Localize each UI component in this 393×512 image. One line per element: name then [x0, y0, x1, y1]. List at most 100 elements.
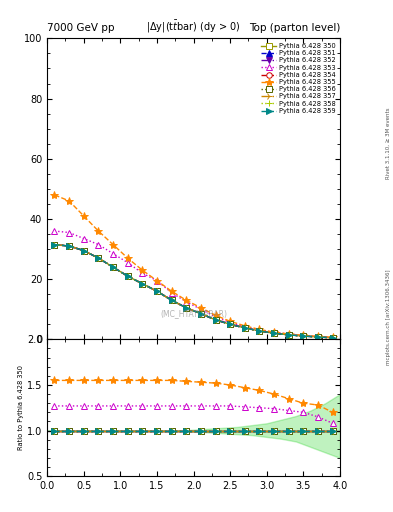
- Pythia 6.428 353: [286, 331, 291, 337]
- Pythia 6.428 359: [301, 333, 306, 339]
- Pythia 6.428 353: [213, 314, 218, 320]
- Pythia 6.428 354: [96, 255, 101, 261]
- Pythia 6.428 359: [169, 297, 174, 303]
- Pythia 6.428 355: [81, 213, 86, 219]
- Legend: Pythia 6.428 350, Pythia 6.428 351, Pythia 6.428 352, Pythia 6.428 353, Pythia 6: Pythia 6.428 350, Pythia 6.428 351, Pyth…: [260, 42, 337, 115]
- Pythia 6.428 354: [228, 321, 233, 327]
- Pythia 6.428 350: [301, 333, 306, 339]
- Pythia 6.428 359: [184, 305, 189, 311]
- Pythia 6.428 359: [125, 273, 130, 279]
- Pythia 6.428 354: [140, 281, 145, 287]
- Pythia 6.428 357: [81, 247, 86, 253]
- Pythia 6.428 358: [154, 288, 159, 294]
- Pythia 6.428 350: [67, 243, 72, 249]
- Pythia 6.428 353: [228, 319, 233, 326]
- Pythia 6.428 359: [228, 321, 233, 327]
- Pythia 6.428 352: [67, 243, 72, 249]
- Pythia 6.428 353: [272, 329, 276, 335]
- Pythia 6.428 354: [81, 247, 86, 253]
- Pythia 6.428 352: [257, 328, 262, 334]
- Pythia 6.428 359: [330, 335, 335, 341]
- Pythia 6.428 354: [213, 317, 218, 323]
- Pythia 6.428 358: [316, 334, 320, 340]
- Pythia 6.428 354: [301, 333, 306, 339]
- Pythia 6.428 354: [257, 328, 262, 334]
- Pythia 6.428 357: [257, 328, 262, 334]
- Pythia 6.428 356: [184, 305, 189, 311]
- Pythia 6.428 355: [330, 334, 335, 340]
- Pythia 6.428 350: [140, 281, 145, 287]
- Pythia 6.428 356: [81, 247, 86, 253]
- Pythia 6.428 351: [272, 330, 276, 336]
- Pythia 6.428 351: [301, 333, 306, 339]
- Text: Rivet 3.1.10, ≥ 3M events: Rivet 3.1.10, ≥ 3M events: [386, 108, 391, 179]
- Pythia 6.428 350: [96, 255, 101, 261]
- Text: |$\Delta$y|(t$\bar{t}$bar) (dy > 0): |$\Delta$y|(t$\bar{t}$bar) (dy > 0): [146, 19, 241, 35]
- Pythia 6.428 358: [198, 311, 203, 317]
- Pythia 6.428 351: [52, 242, 57, 248]
- Pythia 6.428 355: [111, 242, 116, 248]
- Pythia 6.428 350: [111, 264, 116, 270]
- Pythia 6.428 356: [242, 325, 247, 331]
- Pythia 6.428 351: [213, 317, 218, 323]
- Pythia 6.428 353: [198, 306, 203, 312]
- Pythia 6.428 350: [272, 330, 276, 336]
- Pythia 6.428 357: [301, 333, 306, 339]
- Pythia 6.428 357: [198, 311, 203, 317]
- Pythia 6.428 350: [213, 317, 218, 323]
- Pythia 6.428 358: [140, 281, 145, 287]
- Pythia 6.428 356: [301, 333, 306, 339]
- Pythia 6.428 352: [154, 288, 159, 294]
- Pythia 6.428 357: [228, 321, 233, 327]
- Pythia 6.428 355: [272, 329, 276, 335]
- Pythia 6.428 353: [257, 327, 262, 333]
- Line: Pythia 6.428 357: Pythia 6.428 357: [51, 241, 336, 342]
- Line: Pythia 6.428 354: Pythia 6.428 354: [52, 242, 335, 340]
- Pythia 6.428 356: [316, 334, 320, 340]
- Pythia 6.428 355: [67, 198, 72, 204]
- Pythia 6.428 355: [198, 305, 203, 311]
- Pythia 6.428 358: [286, 332, 291, 338]
- Pythia 6.428 356: [272, 330, 276, 336]
- Pythia 6.428 355: [286, 331, 291, 337]
- Pythia 6.428 351: [242, 325, 247, 331]
- Pythia 6.428 352: [242, 325, 247, 331]
- Pythia 6.428 350: [184, 305, 189, 311]
- Pythia 6.428 351: [198, 311, 203, 317]
- Pythia 6.428 351: [81, 247, 86, 253]
- Pythia 6.428 351: [67, 243, 72, 249]
- Pythia 6.428 357: [242, 325, 247, 331]
- Pythia 6.428 356: [228, 321, 233, 327]
- Pythia 6.428 357: [184, 305, 189, 311]
- Line: Pythia 6.428 352: Pythia 6.428 352: [52, 242, 335, 340]
- Pythia 6.428 353: [81, 236, 86, 242]
- Pythia 6.428 352: [184, 305, 189, 311]
- Pythia 6.428 356: [125, 273, 130, 279]
- Pythia 6.428 355: [301, 332, 306, 338]
- Pythia 6.428 358: [213, 317, 218, 323]
- Pythia 6.428 354: [67, 243, 72, 249]
- Pythia 6.428 350: [257, 328, 262, 334]
- Pythia 6.428 351: [140, 281, 145, 287]
- Pythia 6.428 354: [184, 305, 189, 311]
- Text: 7000 GeV pp: 7000 GeV pp: [47, 23, 115, 33]
- Pythia 6.428 356: [154, 288, 159, 294]
- Pythia 6.428 353: [316, 334, 320, 340]
- Pythia 6.428 353: [111, 250, 116, 257]
- Pythia 6.428 353: [169, 290, 174, 296]
- Pythia 6.428 357: [272, 330, 276, 336]
- Pythia 6.428 353: [154, 278, 159, 284]
- Pythia 6.428 357: [213, 317, 218, 323]
- Pythia 6.428 358: [96, 255, 101, 261]
- Pythia 6.428 357: [67, 243, 72, 249]
- Pythia 6.428 352: [169, 297, 174, 303]
- Pythia 6.428 357: [286, 332, 291, 338]
- Pythia 6.428 353: [184, 298, 189, 305]
- Pythia 6.428 351: [96, 255, 101, 261]
- Pythia 6.428 358: [257, 328, 262, 334]
- Pythia 6.428 352: [96, 255, 101, 261]
- Pythia 6.428 359: [81, 247, 86, 253]
- Pythia 6.428 358: [169, 297, 174, 303]
- Pythia 6.428 351: [184, 305, 189, 311]
- Pythia 6.428 351: [257, 328, 262, 334]
